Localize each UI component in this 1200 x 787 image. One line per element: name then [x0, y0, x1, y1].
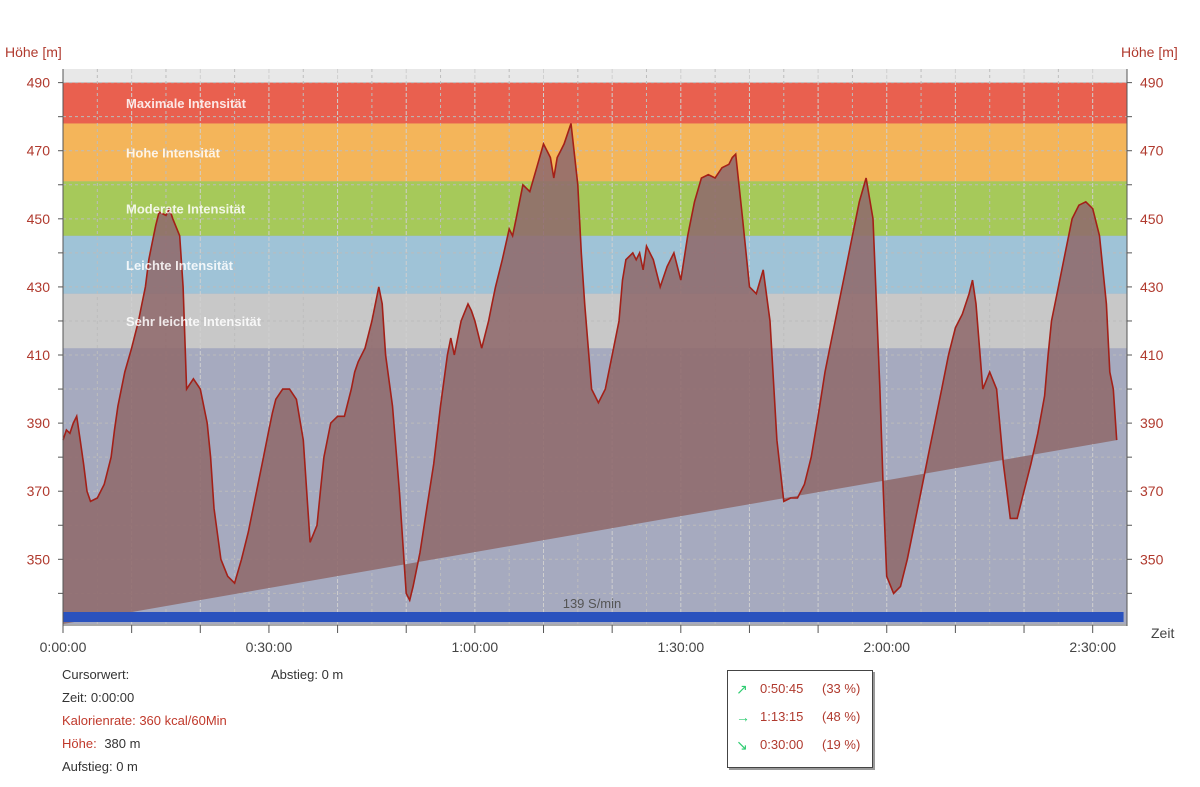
- summary-row-flat: → 1:13:15 (48 %): [728, 709, 872, 729]
- ascent-readout: Aufstieg: 0 m: [62, 759, 138, 774]
- zone-band: [63, 82, 1127, 124]
- y-tick-label-left: 490: [27, 75, 51, 91]
- y-axis-title-right: Höhe [m]: [1121, 44, 1178, 60]
- y-tick-label-left: 410: [27, 347, 51, 363]
- y-tick-label-left: 370: [27, 483, 51, 499]
- zone-band: [63, 235, 1127, 294]
- y-tick-label-left: 390: [27, 415, 51, 431]
- chart-svg: Maximale Intensität Hohe Intensität Modera…: [27, 69, 1174, 655]
- summary-time: 0:30:00: [760, 737, 804, 752]
- y-tick-label-right: 370: [1140, 483, 1164, 499]
- y-tick-label-left: 430: [27, 279, 51, 295]
- y-tick-label-right: 470: [1140, 143, 1164, 159]
- arrow-down-right-icon: ↘: [736, 737, 748, 753]
- slope-summary-box: ↗ 0:50:45 (33 %) → 1:13:15 (48 %) ↘ 0:30…: [727, 670, 873, 768]
- x-tick-label: 2:30:00: [1069, 639, 1116, 655]
- y-tick-label-right: 350: [1140, 551, 1164, 567]
- zone-band: [63, 293, 1127, 349]
- x-tick-label: 0:00:00: [40, 639, 87, 655]
- summary-time: 1:13:15: [760, 709, 804, 724]
- zone-label: Sehr leichte Intensität: [126, 314, 262, 329]
- cadence-label: 139 S/min: [563, 596, 622, 611]
- arrow-right-icon: →: [736, 709, 750, 725]
- summary-percent: (19 %): [822, 737, 861, 752]
- elevation-line: [62, 123, 1118, 603]
- zone-band: [63, 123, 1127, 182]
- zone-band: [63, 181, 1127, 236]
- y-tick-label-right: 450: [1140, 211, 1164, 227]
- y-tick-label-right: 410: [1140, 347, 1164, 363]
- time-readout: Zeit: 0:00:00: [62, 690, 135, 705]
- zone-label: Hohe Intensität: [126, 145, 221, 160]
- zone-label: Leichte Intensität: [126, 258, 234, 273]
- summary-percent: (33 %): [822, 681, 861, 696]
- x-tick-label: 2:00:00: [863, 639, 910, 655]
- y-tick-label-left: 350: [27, 551, 51, 567]
- height-readout: Höhe: 380 m: [62, 736, 140, 751]
- x-axis-title: Zeit: [1151, 625, 1174, 641]
- cursor-value-label: Cursorwert:: [62, 667, 130, 682]
- x-tick-label: 0:30:00: [246, 639, 293, 655]
- cadence-bar: [63, 612, 1124, 622]
- y-tick-label-right: 430: [1140, 279, 1164, 295]
- height-readout-value: 380 m: [104, 736, 141, 751]
- zone-label: Maximale Intensität: [126, 96, 247, 111]
- summary-row-ascent: ↗ 0:50:45 (33 %): [728, 681, 872, 701]
- calorie-rate-readout: Kalorienrate: 360 kcal/60Min: [62, 713, 227, 728]
- summary-percent: (48 %): [822, 709, 861, 724]
- y-tick-label-left: 470: [27, 143, 51, 159]
- y-axis-title-left: Höhe [m]: [5, 44, 62, 60]
- y-tick-label-left: 450: [27, 211, 51, 227]
- summary-row-descent: ↘ 0:30:00 (19 %): [728, 737, 872, 757]
- descent-readout: Abstieg: 0 m: [271, 667, 344, 682]
- top-band: [63, 69, 1127, 83]
- y-tick-label-right: 390: [1140, 415, 1164, 431]
- x-tick-label: 1:30:00: [657, 639, 704, 655]
- arrow-up-right-icon: ↗: [736, 681, 748, 697]
- zone-label: Moderate Intensität: [126, 202, 246, 217]
- x-tick-label: 1:00:00: [452, 639, 499, 655]
- elevation-chart: Maximale Intensität Hohe Intensität Modera…: [27, 69, 1174, 655]
- y-tick-label-right: 490: [1140, 75, 1164, 91]
- summary-time: 0:50:45: [760, 681, 804, 696]
- height-readout-label: Höhe:: [62, 736, 97, 751]
